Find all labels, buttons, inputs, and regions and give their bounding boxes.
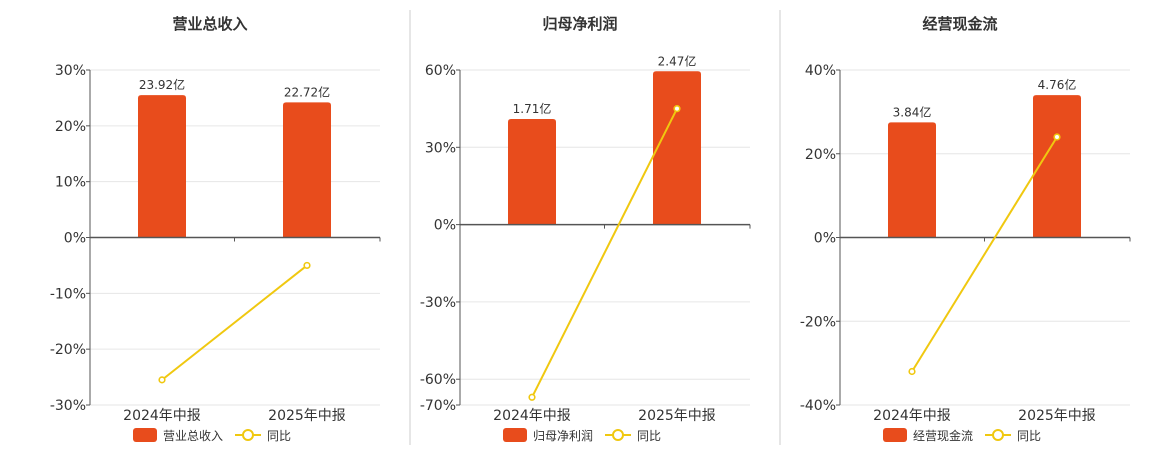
y-tick-label: -20% — [50, 342, 86, 358]
x-category-label: 2025年中报 — [268, 408, 346, 424]
chart-title: 经营现金流 — [922, 15, 997, 33]
y-tick-label: -30% — [50, 398, 86, 414]
chart-panel: 营业总收入 30% 20% 10% 0% -10% -20% -30% 23.92亿 22.72亿… — [50, 15, 381, 443]
y-tick-label: 20% — [805, 147, 836, 163]
y-tick-label: -70% — [420, 398, 456, 414]
y-tick-label: 0% — [64, 231, 86, 247]
legend-bar-label: 营业总收入 — [163, 429, 223, 443]
yoy-line — [911, 136, 1058, 373]
legend-bar-label: 归母净利润 — [533, 429, 593, 443]
y-tick-label: 20% — [55, 119, 86, 135]
yoy-point[interactable] — [908, 367, 916, 376]
yoy-point[interactable] — [303, 261, 311, 270]
legend-line-label: 同比 — [267, 429, 291, 443]
x-category-label: 2025年中报 — [1018, 408, 1096, 424]
y-tick-label: 60% — [425, 63, 456, 79]
y-tick-label: -20% — [800, 314, 836, 330]
y-tick-label: -60% — [420, 372, 456, 388]
y-tick-label: 30% — [55, 63, 86, 79]
yoy-point[interactable] — [673, 105, 681, 113]
legend-bar-label: 经营现金流 — [913, 428, 973, 443]
yoy-line — [531, 108, 678, 398]
y-tick-label: 10% — [55, 175, 86, 191]
bar-value-label: 4.76亿 — [1038, 77, 1077, 92]
bar[interactable] — [653, 71, 701, 225]
legend-bar-swatch[interactable] — [883, 428, 907, 442]
bar-value-label: 3.84亿 — [893, 104, 932, 119]
yoy-point[interactable] — [1053, 133, 1061, 141]
legend-bar-swatch[interactable] — [503, 428, 527, 442]
x-category-label: 2024年中报 — [873, 408, 951, 424]
y-tick-label: 30% — [425, 140, 456, 156]
y-tick-label: -10% — [50, 286, 86, 302]
y-tick-label: 0% — [434, 218, 456, 234]
chart-panel: 经营现金流 40% 20% 0% -20% -40% 3.84亿 4.76亿 2024年中报 20… — [800, 15, 1131, 443]
bar-value-label: 1.71亿 — [513, 101, 552, 116]
bar[interactable] — [508, 118, 556, 225]
bar[interactable] — [1033, 95, 1081, 238]
yoy-line — [161, 264, 308, 381]
legend-line-label: 同比 — [637, 429, 661, 443]
bar-value-label: 2.47亿 — [658, 53, 697, 68]
bar[interactable] — [138, 95, 186, 238]
x-category-label: 2024年中报 — [493, 408, 571, 424]
x-category-label: 2025年中报 — [638, 408, 716, 424]
bar-value-label: 23.92亿 — [139, 77, 185, 92]
x-category-label: 2024年中报 — [123, 408, 201, 424]
y-tick-label: 40% — [805, 63, 836, 79]
bar[interactable] — [283, 102, 331, 238]
chart-title: 归母净利润 — [542, 15, 617, 33]
bar-value-label: 22.72亿 — [284, 84, 330, 99]
legend-line-label: 同比 — [1017, 429, 1041, 443]
y-tick-label: 0% — [814, 231, 836, 247]
legend-bar-swatch[interactable] — [133, 428, 157, 442]
chart-title: 营业总收入 — [172, 15, 247, 33]
yoy-point[interactable] — [528, 393, 536, 401]
bar[interactable] — [888, 122, 936, 238]
legend-line-marker — [612, 429, 624, 441]
y-tick-label: -40% — [800, 398, 836, 414]
legend-line-marker — [992, 429, 1004, 441]
chart-panel: 归母净利润 60% 30% 0% -30% -60% -70% 1.71亿 2.47亿 2024年… — [420, 15, 751, 443]
legend-line-marker — [242, 429, 254, 441]
y-tick-label: -30% — [420, 295, 456, 311]
yoy-point[interactable] — [158, 376, 166, 384]
